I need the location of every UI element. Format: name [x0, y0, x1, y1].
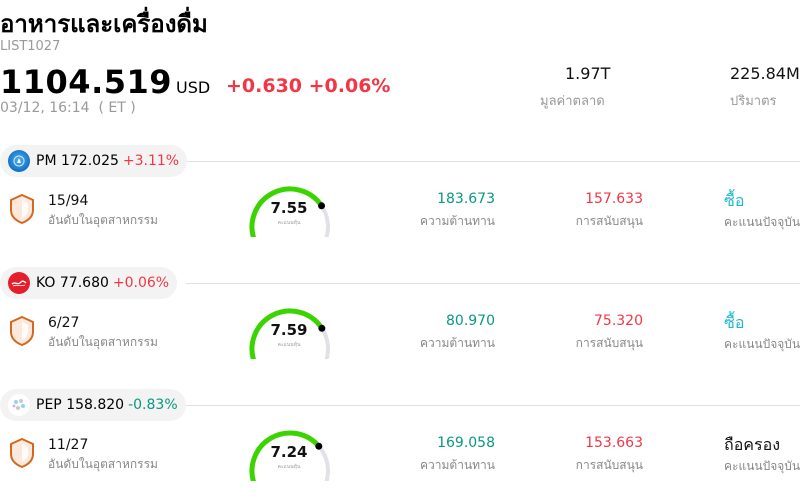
- stock-score-label: คะแนนหุ้น: [277, 220, 301, 226]
- price-change: +0.630 +0.06%: [226, 75, 391, 97]
- resistance-label: ความต้านทาน: [420, 214, 495, 228]
- stock-score: 7.24: [270, 443, 308, 461]
- volume-value: 225.84M: [730, 64, 800, 83]
- industry-rank: 6/27: [48, 315, 80, 331]
- gauge-fill: [249, 430, 322, 481]
- market-cap-label: มูลค่าตลาด: [540, 94, 605, 109]
- industry-rank: 11/27: [48, 437, 89, 453]
- currency-label: USD: [176, 78, 211, 97]
- current-rating: ซื้อ: [724, 191, 745, 210]
- rank-shield-icon: [10, 193, 34, 225]
- industry-rank-label: อันดับในอุตสาหกรรม: [48, 335, 158, 349]
- pm-globe-logo-icon: [8, 150, 30, 172]
- support-value: 157.633: [585, 191, 643, 207]
- coca-cola-logo-icon: [8, 272, 30, 294]
- support-label: การสนับสนุน: [575, 336, 643, 350]
- market-cap-stat: 1.97T มูลค่าตลาด: [540, 64, 610, 111]
- score-gauge: [249, 308, 330, 359]
- stock-change: -0.83%: [128, 397, 178, 413]
- resistance-value: 80.970: [446, 313, 495, 329]
- industry-rank-label: อันดับในอุตสาหกรรม: [48, 457, 158, 471]
- resistance-label: ความต้านทาน: [420, 336, 495, 350]
- rank-shield-icon: [10, 315, 34, 347]
- stock-change: +3.11%: [122, 153, 180, 169]
- industry-title: อาหารและเครื่องดื่ม: [0, 10, 208, 38]
- current-rating: ซื้อ: [724, 313, 745, 332]
- stock-chip[interactable]: PM 172.025 +3.11%: [0, 145, 188, 177]
- stock-change: +0.06%: [112, 275, 170, 291]
- support-label: การสนับสนุน: [575, 458, 643, 472]
- stock-score-label: คะแนนหุ้น: [277, 342, 301, 348]
- stock-price: 158.820: [66, 397, 125, 413]
- stock-section-ko: KO 77.680 +0.06% 6/27 อันดับในอุตสาหกรรม…: [0, 267, 800, 389]
- section-divider: [186, 283, 800, 284]
- stock-score: 7.55: [270, 199, 308, 217]
- stock-symbol: PM: [36, 153, 57, 169]
- current-rating-label: คะแนนปัจจุบัน: [724, 337, 800, 351]
- resistance-value: 169.058: [437, 435, 495, 451]
- stock-score-label: คะแนนหุ้น: [277, 464, 301, 470]
- score-gauge: [249, 430, 330, 481]
- volume-label: ปริมาตร: [730, 94, 777, 109]
- gauge-fill: [249, 308, 325, 359]
- stock-section-pep: PEP 158.820 -0.83% 11/27 อันดับในอุตสาหก…: [0, 389, 800, 499]
- index-price: 1104.519: [0, 63, 173, 101]
- support-value: 75.320: [594, 313, 643, 329]
- industry-rank: 15/94: [48, 193, 89, 209]
- industry-rank-label: อันดับในอุตสาหกรรม: [48, 213, 158, 227]
- stock-price: 77.680: [59, 275, 109, 291]
- list-code: LIST1027: [0, 39, 61, 54]
- current-rating-label: คะแนนปัจจุบัน: [724, 215, 800, 229]
- gauge-marker: [318, 202, 326, 210]
- section-divider: [186, 405, 800, 406]
- support-label: การสนับสนุน: [575, 214, 643, 228]
- stock-symbol: KO: [36, 275, 56, 291]
- market-cap-value: 1.97T: [565, 64, 611, 83]
- volume-stat: 225.84M ปริมาตร: [730, 64, 800, 111]
- current-rating-label: คะแนนปัจจุบัน: [724, 459, 800, 473]
- resistance-label: ความต้านทาน: [420, 458, 495, 472]
- pepsico-logo-icon: [8, 394, 30, 416]
- stock-symbol: PEP: [36, 397, 62, 413]
- stock-chip[interactable]: KO 77.680 +0.06%: [0, 267, 178, 299]
- gauge-marker: [315, 442, 323, 450]
- resistance-value: 183.673: [437, 191, 495, 207]
- stock-price: 172.025: [60, 153, 119, 169]
- current-rating: ถือครอง: [724, 435, 781, 454]
- stock-section-pm: PM 172.025 +3.11% 15/94 อันดับในอุตสาหกร…: [0, 145, 800, 267]
- section-divider: [186, 161, 800, 162]
- stock-score: 7.59: [270, 321, 308, 339]
- stock-chip[interactable]: PEP 158.820 -0.83%: [0, 389, 186, 421]
- score-gauge: [249, 186, 330, 237]
- timestamp: 03/12, 16:14 ( ET ): [0, 100, 136, 116]
- gauge-marker: [318, 324, 326, 332]
- rank-shield-icon: [10, 437, 34, 469]
- gauge-fill: [249, 186, 325, 237]
- support-value: 153.663: [585, 435, 643, 451]
